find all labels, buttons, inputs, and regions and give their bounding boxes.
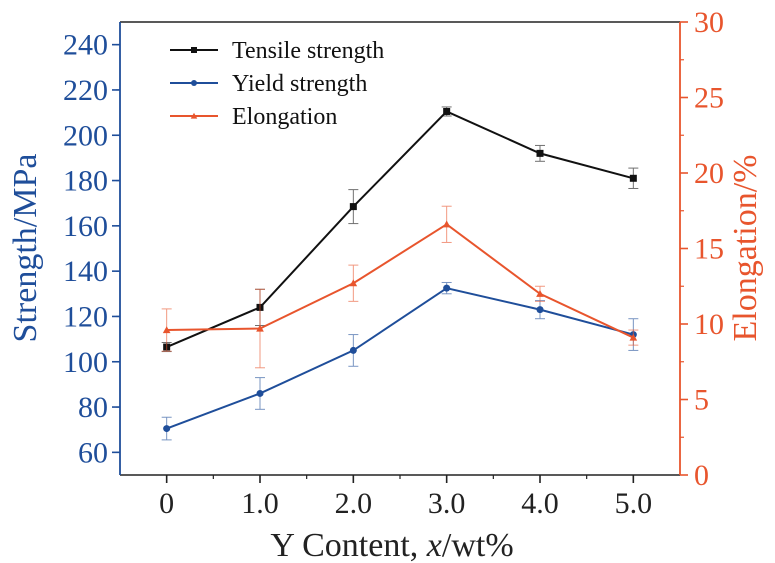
x-axis-title-variable: x bbox=[426, 527, 442, 563]
legend-label: Tensile strength bbox=[232, 38, 384, 64]
legend-entry: Elongation bbox=[170, 104, 337, 130]
data-point bbox=[629, 174, 637, 182]
data-point bbox=[163, 425, 171, 433]
x-tick-label: 3.0 bbox=[428, 487, 466, 520]
legend: Tensile strength Yield strength Elongation bbox=[170, 38, 384, 130]
data-point bbox=[536, 306, 544, 314]
y-axis-title-left: Strength/MPa bbox=[7, 154, 44, 343]
series-tensile-strength bbox=[161, 106, 639, 353]
data-point bbox=[256, 389, 264, 397]
x-tick-label: 4.0 bbox=[521, 487, 559, 520]
y-tick-label-left: 240 bbox=[63, 29, 108, 62]
y-tick-label-left: 200 bbox=[63, 119, 108, 152]
x-axis-title-suffix: /wt% bbox=[442, 527, 514, 563]
legend-entry: Yield strength bbox=[170, 71, 367, 97]
data-point bbox=[536, 149, 544, 157]
x-axis-title: Y Content, x/wt% bbox=[270, 527, 513, 563]
y-tick-label-left: 220 bbox=[63, 74, 108, 107]
data-point bbox=[442, 220, 451, 228]
y-tick-label-right: 10 bbox=[694, 308, 724, 341]
series-line bbox=[166, 287, 634, 430]
axes-layer: 60 80 100 120 140 160 180 200 220 240 0 5 10 15 20 25 30… bbox=[63, 6, 724, 520]
series-line bbox=[166, 110, 634, 348]
y-tick-label-right: 5 bbox=[694, 384, 709, 417]
y-tick-label-left: 60 bbox=[78, 436, 108, 469]
y-tick-label-left: 100 bbox=[63, 346, 108, 379]
y-axis-title-right: Elongation/% bbox=[727, 155, 764, 342]
data-point bbox=[629, 333, 638, 341]
x-tick-label: 1.0 bbox=[241, 487, 279, 520]
y-tick-label-left: 180 bbox=[63, 165, 108, 198]
y-tick-label-left: 120 bbox=[63, 300, 108, 333]
series-line bbox=[166, 223, 634, 339]
x-tick-label: 5.0 bbox=[615, 487, 653, 520]
data-point bbox=[162, 326, 171, 334]
data-point bbox=[349, 203, 357, 211]
x-axis-title-prefix: Y Content, bbox=[270, 527, 426, 563]
data-point bbox=[256, 324, 264, 332]
y-tick-label-left: 80 bbox=[78, 391, 108, 424]
data-point bbox=[443, 107, 451, 115]
y-tick-label-right: 30 bbox=[694, 6, 724, 39]
y-tick-label-right: 20 bbox=[694, 157, 724, 190]
legend-label: Yield strength bbox=[232, 71, 367, 97]
data-point bbox=[536, 289, 544, 297]
plot-frame bbox=[119, 21, 681, 476]
legend-entry: Tensile strength bbox=[170, 38, 384, 64]
data-point bbox=[443, 284, 451, 292]
y-tick-label-right: 0 bbox=[694, 459, 709, 492]
y-tick-label-right: 25 bbox=[694, 82, 724, 115]
y-tick-label-left: 140 bbox=[63, 255, 108, 288]
series-layer bbox=[161, 106, 639, 441]
y-tick-label-left: 160 bbox=[63, 210, 108, 243]
legend-label: Elongation bbox=[232, 104, 337, 130]
x-tick-label: 0 bbox=[159, 487, 174, 520]
data-point bbox=[349, 279, 358, 287]
series-elongation bbox=[161, 205, 639, 369]
legend-marker bbox=[191, 80, 197, 86]
data-point bbox=[349, 346, 357, 354]
x-tick-label: 2.0 bbox=[335, 487, 373, 520]
y-tick-label-right: 15 bbox=[694, 233, 724, 266]
legend-marker bbox=[190, 112, 198, 119]
legend-marker bbox=[191, 47, 197, 53]
